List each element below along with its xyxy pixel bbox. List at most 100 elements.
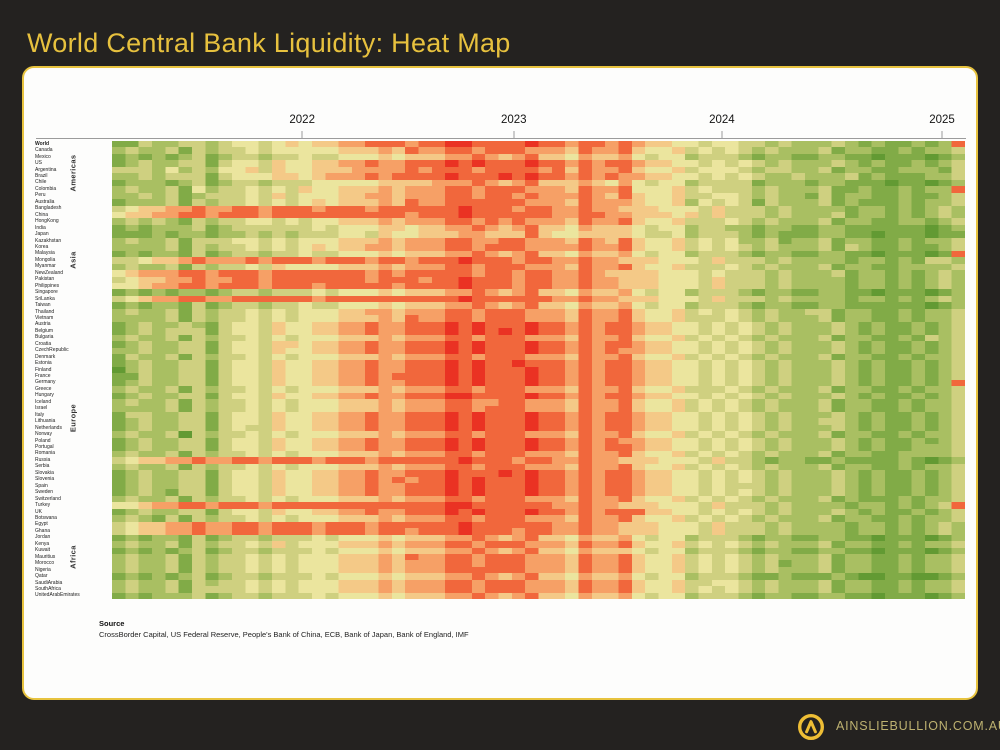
row-label: Sweden [35, 489, 54, 496]
heatmap-row [112, 412, 965, 419]
row-label: India [35, 224, 46, 231]
row-label: Malaysia [35, 250, 55, 257]
heatmap-row [112, 495, 965, 503]
heatmap-row [112, 302, 965, 309]
heatmap-row [112, 263, 965, 271]
heatmap-row [112, 386, 965, 393]
row-label: Morocco [35, 560, 55, 567]
row-label: Lithuania [35, 418, 56, 425]
row-label: Spain [35, 482, 48, 489]
row-label: Thailand [35, 308, 55, 315]
row-label: Argentina [35, 166, 57, 173]
source-label: Source [99, 619, 125, 628]
year-tick-mark [513, 131, 515, 138]
row-label: Philippines [35, 282, 60, 289]
row-label: Belgium [35, 327, 54, 334]
heatmap-row [112, 437, 965, 445]
ainslie-a-circle-icon [797, 713, 825, 741]
x-axis-line [36, 138, 966, 139]
row-label: Korea [35, 243, 49, 250]
row-label: Portugal [35, 444, 54, 451]
row-label: Slovenia [35, 476, 55, 483]
row-label: SouthAfrica [35, 585, 61, 592]
row-label: Slovakia [35, 469, 54, 476]
row-label: Bangladesh [35, 205, 62, 212]
heatmap-row [112, 515, 965, 522]
row-label: Switzerland [35, 495, 61, 502]
year-tick-mark [941, 131, 943, 138]
heatmap-row [112, 579, 965, 587]
row-label: Chile [35, 179, 47, 186]
liquidity-heatmap [112, 141, 965, 600]
chart-panel: 2022 2023 2024 2025 World Canada Mexico US Arge… [22, 66, 978, 700]
row-label: Canada [35, 147, 53, 154]
row-label: Croatia [35, 340, 52, 347]
group-label-americas: Americas [68, 154, 78, 192]
row-label: Kuwait [35, 547, 51, 554]
heatmap-row [112, 153, 965, 161]
heatmap-row [112, 270, 965, 277]
row-label: NewZealand [35, 269, 64, 276]
heatmap-row [112, 231, 965, 238]
year-tick-label: 2024 [709, 114, 735, 126]
row-label: Vietnam [35, 314, 54, 321]
row-label: Nigeria [35, 566, 51, 573]
row-label: Kazakhstan [35, 237, 62, 244]
row-label: Iceland [35, 398, 52, 405]
heatmap-row [112, 541, 965, 548]
heatmap-row [112, 276, 965, 283]
heatmap-row [112, 315, 965, 322]
heatmap-row [112, 592, 965, 600]
year-tick-label: 2023 [501, 114, 527, 126]
row-label: Egypt [35, 521, 48, 528]
heatmap-row [112, 450, 965, 458]
row-label: Germany [35, 379, 56, 386]
heatmap-row [112, 308, 965, 316]
heatmap-row [112, 328, 965, 335]
row-label: Colombia [35, 185, 57, 192]
heatmap-row [112, 360, 965, 367]
row-label: Mexico [35, 153, 51, 160]
row-label: Singapore [35, 289, 58, 296]
heatmap-row [112, 179, 965, 187]
row-label: Hungary [35, 392, 54, 399]
heatmap-row [112, 470, 965, 477]
row-label: Greece [35, 385, 52, 392]
year-tick-mark [301, 131, 303, 138]
row-label: Netherlands [35, 424, 62, 431]
row-label: Russia [35, 456, 51, 463]
heatmap-row [112, 282, 965, 290]
row-label: Norway [35, 431, 52, 438]
row-label: Japan [35, 231, 49, 238]
heatmap-row [112, 237, 965, 245]
row-label: US [35, 160, 42, 167]
row-label: Jordan [35, 534, 51, 541]
row-label: Mongolia [35, 256, 56, 263]
row-label: SaudiArabia [35, 579, 63, 586]
heatmap-row [112, 321, 965, 329]
heatmap-row [112, 379, 965, 387]
row-label: HongKong [35, 218, 59, 225]
heatmap-row [112, 334, 965, 342]
heatmap-row [112, 431, 965, 438]
country-label-column: World Canada Mexico US Argentina Brazil Chile C… [35, 141, 111, 599]
heatmap-row [112, 483, 965, 490]
row-label: Denmark [35, 353, 56, 360]
row-label: France [35, 373, 51, 380]
heatmap-row [112, 502, 965, 509]
heatmap-row [112, 289, 965, 296]
row-label: Myanmar [35, 263, 56, 270]
heatmap-row [112, 199, 965, 206]
heatmap-row [112, 218, 965, 225]
row-label: Kenya [35, 540, 50, 547]
source-block: Source CrossBorder Capital, US Federal R… [99, 619, 469, 639]
heatmap-row [112, 560, 965, 567]
heatmap-row [112, 192, 965, 200]
year-tick-label: 2025 [929, 114, 955, 126]
row-label: Turkey [35, 502, 51, 509]
year-tick-mark [721, 131, 723, 138]
row-label: Ghana [35, 527, 51, 534]
group-label-africa: Africa [68, 545, 78, 569]
heatmap-row [112, 205, 965, 212]
